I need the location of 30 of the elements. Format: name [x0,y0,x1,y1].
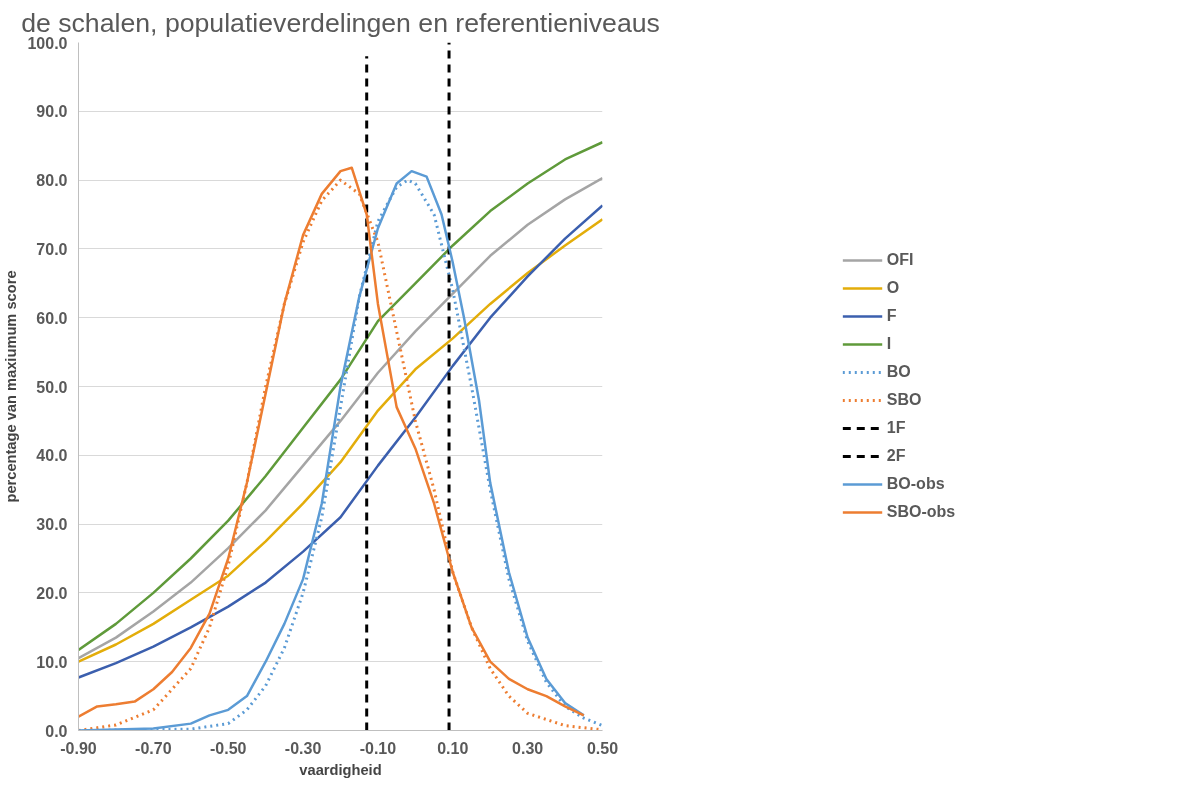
x-tick-label: -0.70 [135,739,172,757]
y-tick-label: 10.0 [36,653,68,671]
x-tick-label: 0.50 [586,739,619,757]
y-tick-label: 80.0 [36,172,68,190]
x-tick-label: -0.30 [284,739,322,757]
legend-label: BO-obs [886,475,945,493]
y-tick-label: 20.0 [36,584,68,602]
x-tick-label: -0.90 [60,739,97,757]
y-tick-label: 0.0 [45,722,68,740]
legend-label: BO [886,363,911,381]
legend-label: SBO-obs [886,503,956,521]
x-tick-label: 0.30 [512,739,544,757]
legend-label: OFI [886,251,914,269]
y-tick-label: 90.0 [36,103,68,121]
y-tick-label: 50.0 [36,378,68,396]
y-tick-label: 40.0 [36,447,68,465]
y-tick-label: 60.0 [36,309,68,327]
y-tick-label: 70.0 [36,240,68,258]
legend-label: F [886,307,898,325]
legend-label: I [886,335,893,353]
x-tick-label: -0.10 [359,739,397,757]
y-tick-label: 30.0 [36,516,68,534]
x-tick-label: 0.10 [437,739,469,757]
legend-label: O [886,279,901,297]
x-tick-label: -0.50 [209,739,247,757]
y-axis-title: percentage van maxiumum score [3,270,20,503]
legend-label: 1F [886,419,907,437]
x-axis-title: vaardigheid [299,761,382,778]
legend-label: SBO [886,391,922,409]
legend-label: 2F [886,447,907,465]
